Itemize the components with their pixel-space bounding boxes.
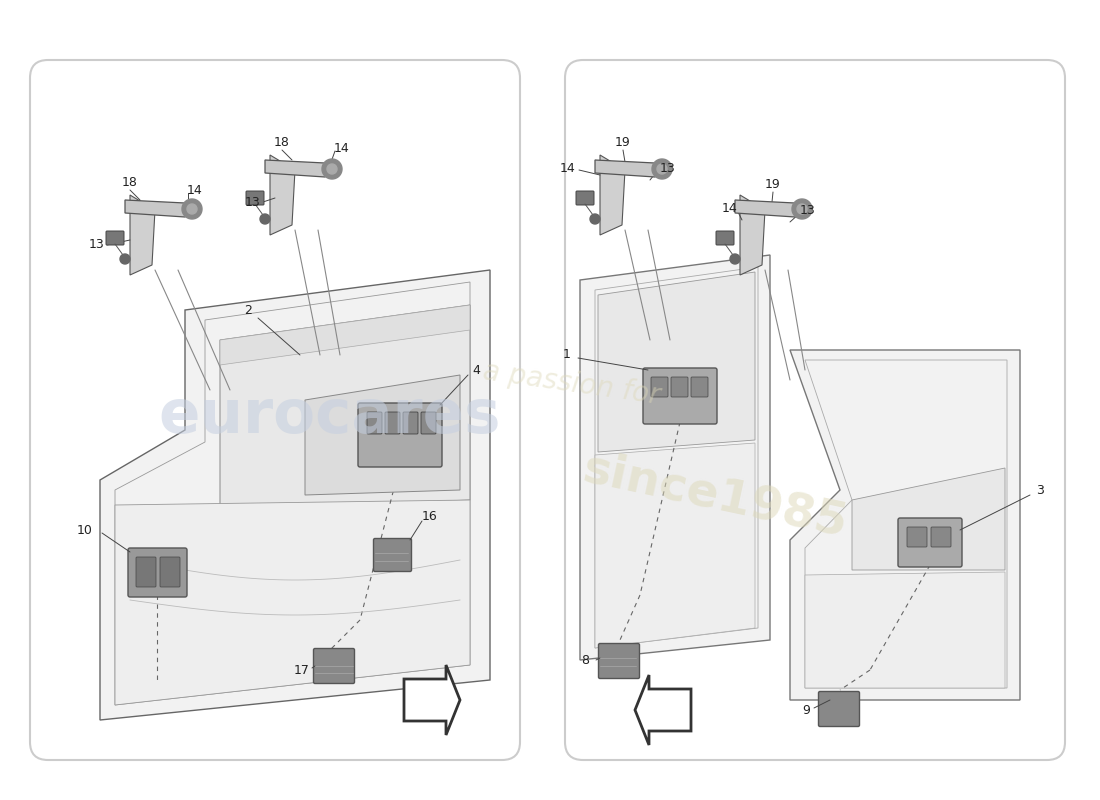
Circle shape (798, 204, 807, 214)
FancyBboxPatch shape (691, 377, 708, 397)
FancyBboxPatch shape (644, 368, 717, 424)
FancyBboxPatch shape (314, 649, 354, 683)
FancyBboxPatch shape (374, 538, 411, 571)
Polygon shape (852, 468, 1005, 570)
Text: 2: 2 (244, 303, 252, 317)
Polygon shape (598, 272, 755, 452)
Text: 13: 13 (800, 203, 816, 217)
FancyBboxPatch shape (671, 377, 688, 397)
Polygon shape (790, 350, 1020, 700)
Polygon shape (735, 200, 800, 217)
Circle shape (182, 199, 202, 219)
FancyBboxPatch shape (565, 60, 1065, 760)
FancyBboxPatch shape (598, 643, 639, 678)
FancyBboxPatch shape (30, 60, 520, 760)
Text: 13: 13 (89, 238, 104, 251)
Circle shape (260, 214, 270, 224)
FancyBboxPatch shape (106, 231, 124, 245)
Polygon shape (220, 305, 470, 365)
FancyBboxPatch shape (136, 557, 156, 587)
Text: 4: 4 (472, 363, 480, 377)
Polygon shape (600, 155, 625, 235)
Polygon shape (404, 665, 460, 735)
Circle shape (657, 164, 667, 174)
Text: a passion for: a passion for (482, 358, 662, 410)
Circle shape (652, 159, 672, 179)
FancyBboxPatch shape (367, 412, 382, 434)
FancyBboxPatch shape (128, 548, 187, 597)
FancyBboxPatch shape (385, 412, 400, 434)
Circle shape (590, 214, 600, 224)
Polygon shape (595, 160, 660, 177)
Circle shape (322, 159, 342, 179)
Text: 16: 16 (422, 510, 438, 523)
Circle shape (120, 254, 130, 264)
Text: 14: 14 (722, 202, 738, 214)
Polygon shape (305, 375, 460, 495)
FancyBboxPatch shape (576, 191, 594, 205)
Text: 14: 14 (560, 162, 576, 174)
FancyBboxPatch shape (651, 377, 668, 397)
Text: eurocares: eurocares (158, 386, 502, 446)
FancyBboxPatch shape (908, 527, 927, 547)
Polygon shape (270, 155, 295, 235)
Polygon shape (100, 270, 490, 720)
Polygon shape (125, 200, 190, 217)
Polygon shape (580, 255, 770, 660)
FancyBboxPatch shape (818, 691, 859, 726)
Circle shape (187, 204, 197, 214)
FancyBboxPatch shape (931, 527, 952, 547)
Text: 14: 14 (187, 183, 202, 197)
Polygon shape (595, 443, 755, 648)
Text: since1985: since1985 (579, 446, 851, 546)
Polygon shape (740, 195, 764, 275)
Circle shape (730, 254, 740, 264)
FancyBboxPatch shape (160, 557, 180, 587)
Text: 18: 18 (274, 137, 290, 150)
FancyBboxPatch shape (403, 412, 418, 434)
Text: 1: 1 (563, 349, 571, 362)
Circle shape (327, 164, 337, 174)
Text: 19: 19 (766, 178, 781, 191)
Polygon shape (805, 572, 1005, 688)
Text: 10: 10 (77, 523, 92, 537)
FancyBboxPatch shape (421, 412, 436, 434)
Text: 3: 3 (1036, 483, 1044, 497)
Text: 19: 19 (615, 137, 631, 150)
Polygon shape (220, 305, 470, 510)
Text: 8: 8 (581, 654, 589, 666)
Polygon shape (116, 500, 470, 705)
Polygon shape (265, 160, 330, 177)
FancyBboxPatch shape (898, 518, 962, 567)
Circle shape (792, 199, 812, 219)
FancyBboxPatch shape (246, 191, 264, 205)
Text: 13: 13 (660, 162, 675, 174)
Polygon shape (635, 675, 691, 745)
FancyBboxPatch shape (716, 231, 734, 245)
Text: 13: 13 (245, 195, 261, 209)
Text: 18: 18 (122, 177, 138, 190)
Text: 14: 14 (334, 142, 350, 154)
FancyBboxPatch shape (358, 403, 442, 467)
Text: 9: 9 (802, 703, 810, 717)
Text: 17: 17 (294, 663, 310, 677)
Polygon shape (130, 195, 155, 275)
